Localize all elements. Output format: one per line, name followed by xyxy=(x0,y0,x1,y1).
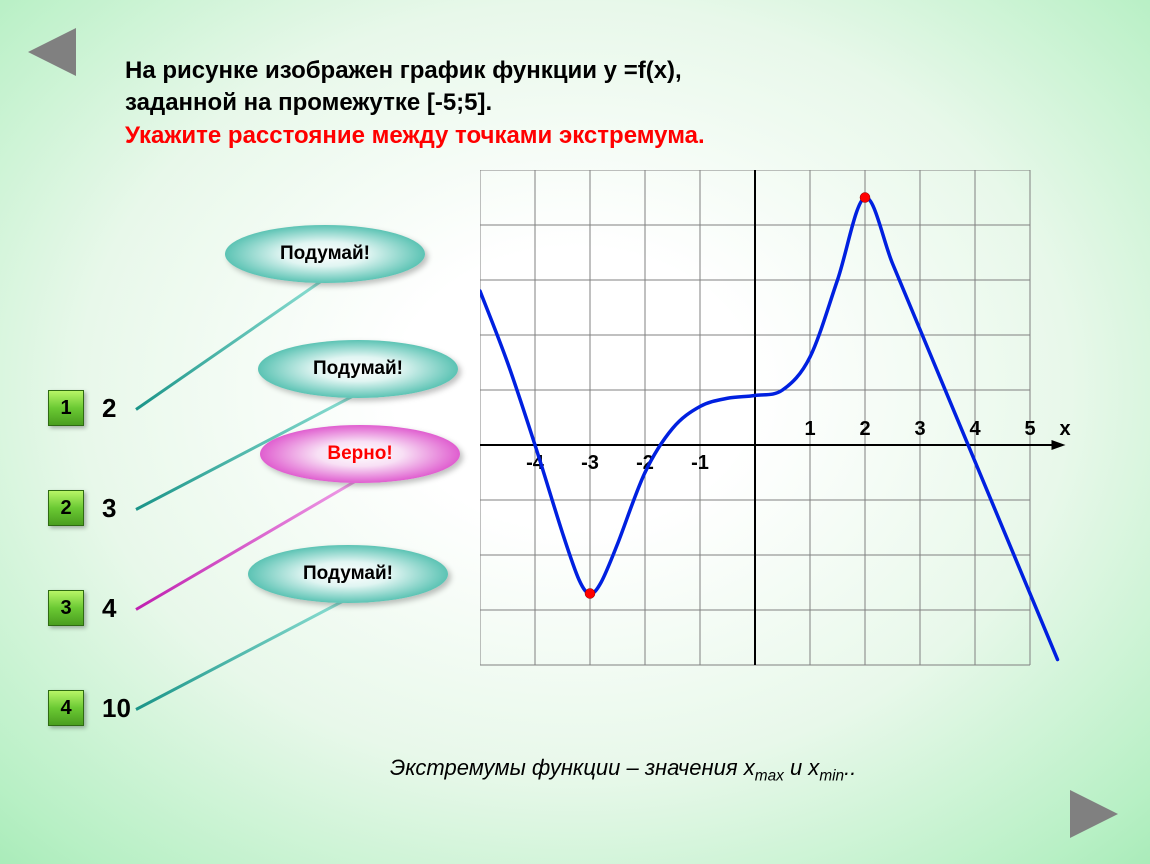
nav-forward-arrow[interactable] xyxy=(1070,790,1118,838)
answer-row-1: 12 xyxy=(48,390,116,426)
answer-button-2[interactable]: 2 xyxy=(48,490,84,526)
svg-text:5: 5 xyxy=(1024,418,1035,440)
answer-row-3: 34 xyxy=(48,590,116,626)
footer-sub-max: max xyxy=(755,767,784,784)
answer-button-3[interactable]: 3 xyxy=(48,590,84,626)
callout-4: Подумай! xyxy=(248,545,448,603)
question-line-1: На рисунке изображен график функции y =f… xyxy=(125,55,705,87)
svg-text:x: x xyxy=(1060,418,1071,440)
callout-1: Подумай! xyxy=(225,225,425,283)
answer-row-2: 23 xyxy=(48,490,116,526)
svg-text:3: 3 xyxy=(914,418,925,440)
svg-text:-3: -3 xyxy=(581,452,599,474)
callout-2: Подумай! xyxy=(258,340,458,398)
footer-sub-min: min xyxy=(819,767,844,784)
answer-value-4: 10 xyxy=(102,693,131,724)
question-line-2: заданной на промежутке [-5;5]. xyxy=(125,87,705,119)
footer-text-3: .. xyxy=(844,755,856,780)
nav-back-arrow[interactable] xyxy=(28,28,76,76)
callout-3: Верно! xyxy=(260,425,460,483)
answer-row-4: 4 10 xyxy=(48,690,131,726)
footer-text-2: и x xyxy=(784,755,819,780)
svg-text:-1: -1 xyxy=(691,452,709,474)
answer-button-4[interactable]: 4 xyxy=(48,690,84,726)
answer-value-1: 2 xyxy=(102,393,116,424)
footer-text-1: Экстремумы функции – значения x xyxy=(390,755,755,780)
question-prompt: Укажите расстояние между точками экстрем… xyxy=(125,120,705,152)
answer-button-1[interactable]: 1 xyxy=(48,390,84,426)
answer-value-3: 4 xyxy=(102,593,116,624)
footer-note: Экстремумы функции – значения xmax и xmi… xyxy=(390,755,856,785)
question-block: На рисунке изображен график функции y =f… xyxy=(125,55,705,152)
svg-text:1: 1 xyxy=(804,418,815,440)
svg-text:4: 4 xyxy=(969,418,981,440)
function-chart: -4-3-2-112345x xyxy=(480,170,1100,710)
svg-text:2: 2 xyxy=(859,418,870,440)
answer-value-2: 3 xyxy=(102,493,116,524)
